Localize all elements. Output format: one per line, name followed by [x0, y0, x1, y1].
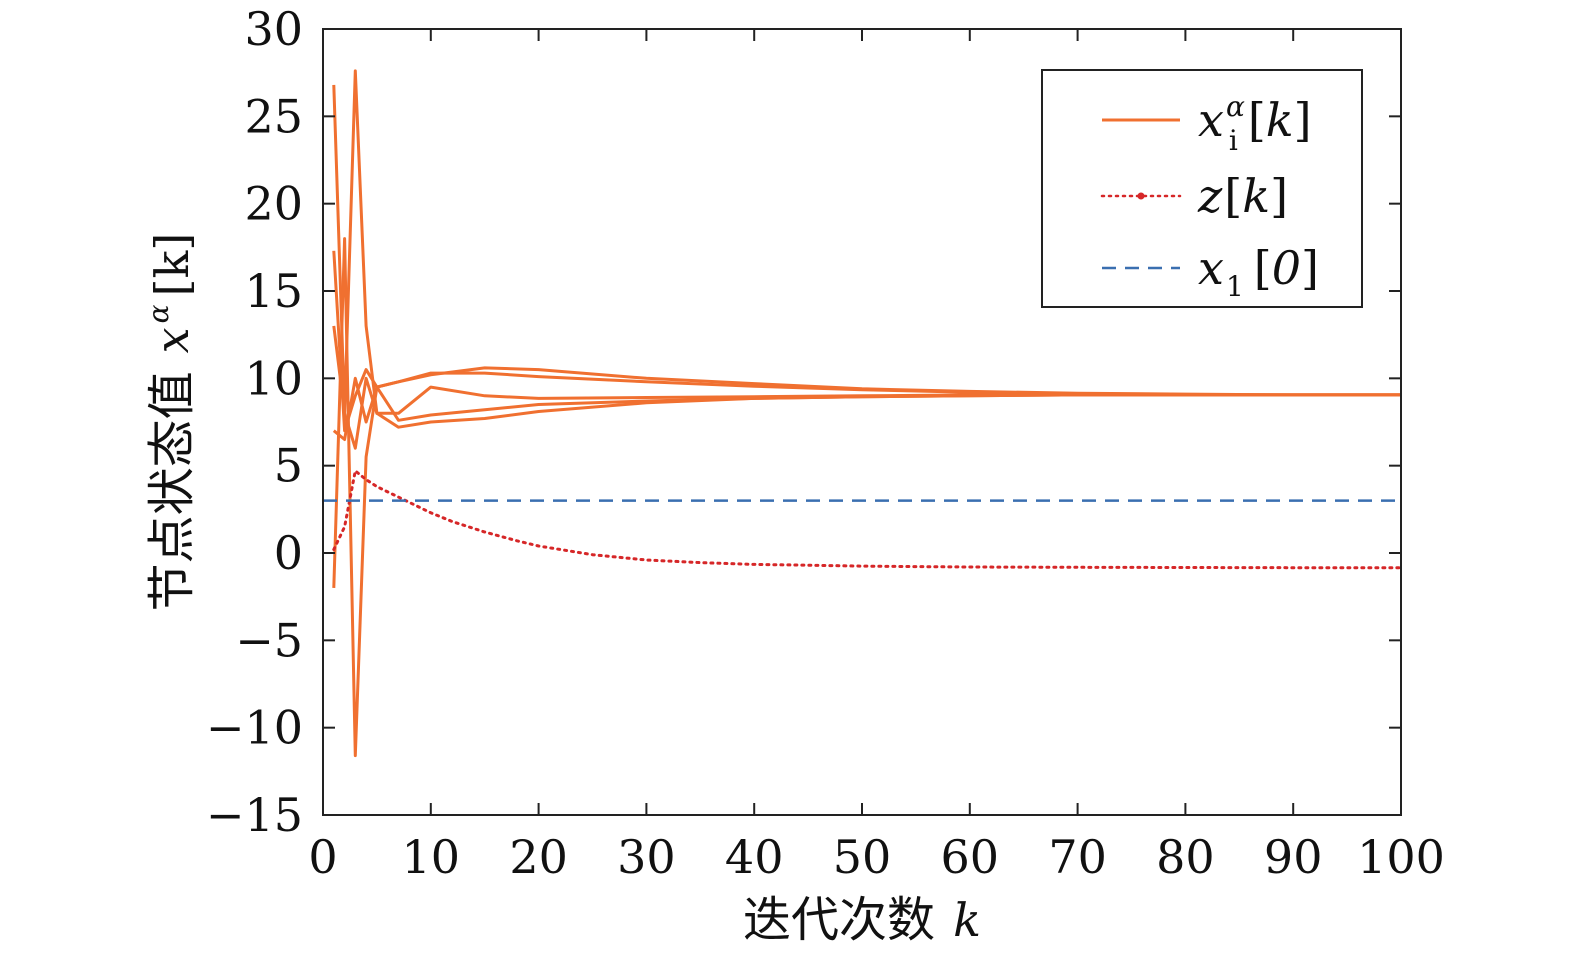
x-tick-label: 0 — [308, 830, 337, 884]
y-tick-label: 30 — [244, 2, 303, 56]
series-line-x_i-1 — [332, 237, 1401, 758]
x-axis-title: 迭代次数 k — [743, 892, 981, 948]
y-axis-title: 节点状态值 x α [k] — [142, 233, 200, 612]
y-tick-label: 25 — [244, 89, 303, 143]
plot-lines — [323, 69, 1403, 758]
legend-label-1: z[k] — [1197, 169, 1288, 223]
legend-label-0: xα i [k] — [1198, 90, 1312, 157]
y-tick-label: −15 — [206, 788, 303, 842]
legend: xα i [k] z[k] x1 [0] — [1041, 69, 1363, 308]
y-axis: −15 −10 −5 0 5 10 15 20 25 30 — [206, 2, 1401, 842]
y-tick-label: 15 — [244, 264, 303, 318]
y-tick-label: 0 — [274, 526, 303, 580]
x-tick-label: 50 — [833, 830, 892, 884]
x-tick-label: 90 — [1264, 830, 1323, 884]
legend-label-2: x1 [0] — [1198, 241, 1319, 303]
y-tick-label: 5 — [274, 439, 303, 493]
y-tick-label: −10 — [206, 701, 303, 755]
x-tick-label: 20 — [509, 830, 568, 884]
series-line-z-5 — [332, 468, 1403, 570]
series-line-x_i-4 — [332, 325, 1401, 450]
legend-marker — [1137, 192, 1145, 200]
x-axis: 0 10 20 30 40 50 60 70 80 90 100 — [308, 29, 1445, 884]
x-tick-label: 100 — [1357, 830, 1445, 884]
y-tick-label: −5 — [235, 613, 303, 667]
series-line-x_i-2 — [332, 371, 1401, 441]
x-tick-label: 70 — [1048, 830, 1107, 884]
x-tick-label: 40 — [725, 830, 784, 884]
y-tick-label: 10 — [244, 351, 303, 405]
x-tick-label: 10 — [402, 830, 461, 884]
legend-box — [1041, 69, 1363, 308]
x-tick-label: 80 — [1156, 830, 1215, 884]
x-tick-label: 30 — [617, 830, 676, 884]
x-tick-label: 60 — [941, 830, 1000, 884]
y-tick-label: 20 — [244, 177, 303, 231]
